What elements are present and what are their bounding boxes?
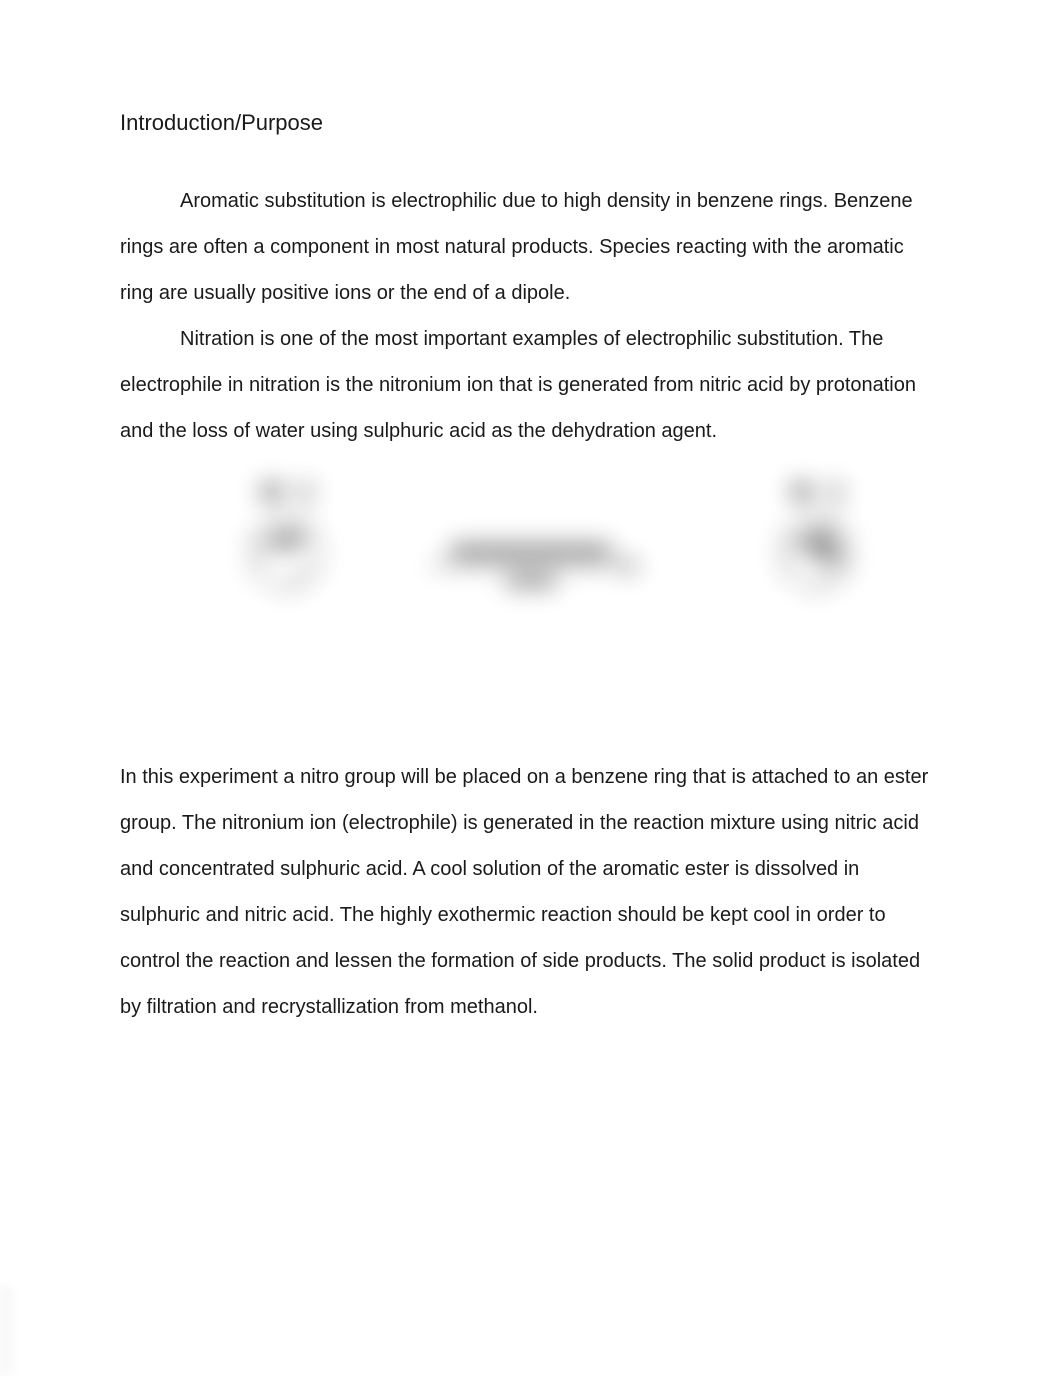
intro-paragraph-3: In this experiment a nitro group will be… — [120, 754, 942, 1030]
benzene-ring-icon — [781, 514, 851, 594]
reaction-arrow — [431, 544, 631, 587]
page-edge-shadow — [0, 1286, 18, 1376]
arrow-head-icon — [625, 557, 639, 575]
reagent-label-top — [451, 544, 611, 558]
intro-paragraph-1: Aromatic substitution is electrophilic d… — [120, 178, 942, 316]
substituent-label — [261, 484, 283, 498]
substituent-label — [831, 484, 841, 498]
arrow-line — [431, 564, 631, 567]
substituent-label — [301, 484, 311, 498]
reaction-scheme-diagram — [221, 484, 841, 714]
reagent-label-bottom — [506, 575, 556, 587]
intro-paragraph-2: Nitration is one of the most important e… — [120, 316, 942, 454]
substituent-label — [791, 484, 813, 498]
section-heading: Introduction/Purpose — [120, 110, 942, 136]
benzene-ring-icon — [251, 514, 321, 594]
